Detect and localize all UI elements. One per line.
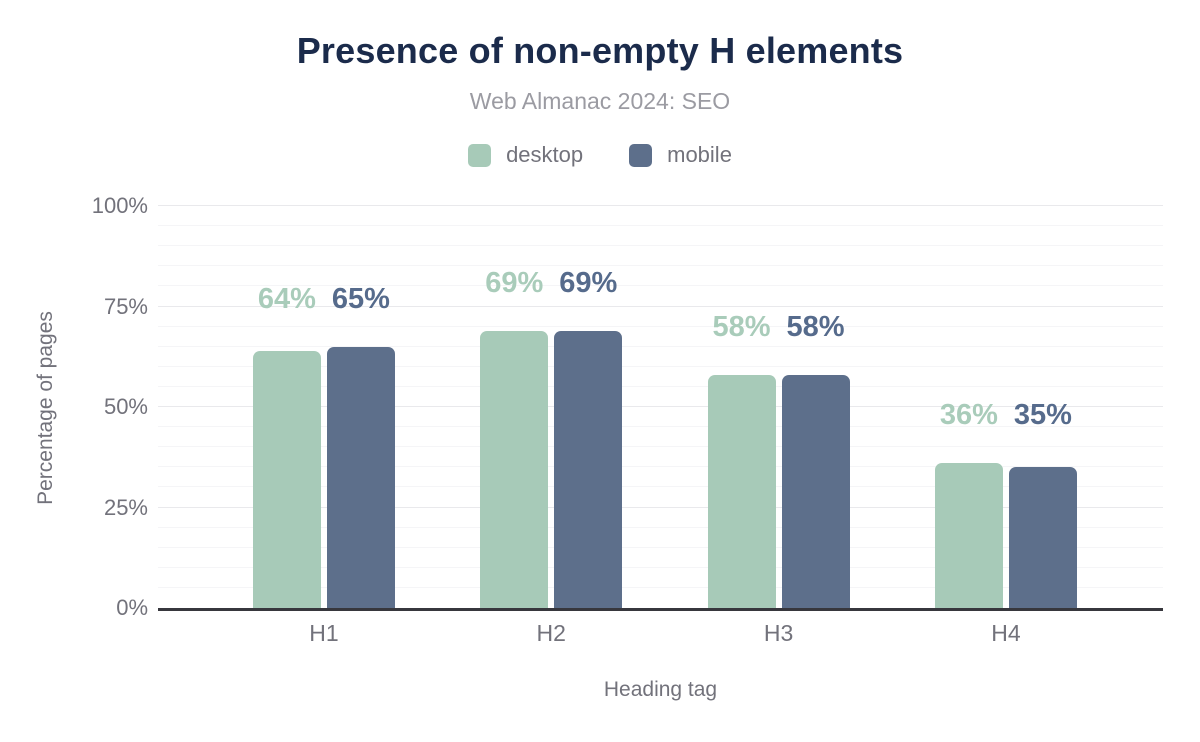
gridline-minor (158, 225, 1163, 227)
gridline-major (158, 406, 1163, 407)
x-axis-label-H2: H2 (536, 620, 566, 646)
y-tick-100%: 100% (91, 193, 148, 218)
bar-label-mobile-H3: 58% (786, 310, 845, 343)
legend-swatch-desktop (468, 143, 492, 167)
bar-label-desktop-H2: 69% (485, 266, 544, 299)
bar-label-mobile-H1: 65% (331, 282, 390, 315)
legend-item-mobile[interactable]: mobile (629, 142, 732, 168)
bar-mobile-H3[interactable] (781, 374, 850, 608)
gridline-minor (158, 446, 1163, 448)
gridline-minor (158, 245, 1163, 247)
gridline-minor (158, 586, 1163, 588)
bar-label-desktop-H3: 58% (712, 310, 771, 343)
legend-label: mobile (667, 142, 732, 167)
gridline-minor (158, 345, 1163, 347)
plot-area: 64% 65% 69% 69% 58% 58% 36% 35% (158, 205, 1163, 611)
legend-item-desktop[interactable]: desktop (468, 142, 583, 168)
x-axis-title: Heading tag (603, 678, 718, 701)
bar-label-desktop-H4: 36% (939, 399, 998, 432)
x-axis-label-H3: H3 (763, 620, 794, 646)
gridline-major (158, 305, 1163, 307)
gridline-major (158, 205, 1163, 206)
gridline-major (158, 506, 1163, 508)
legend: desktop mobile (0, 142, 1200, 168)
y-tick-0%: 0% (116, 595, 148, 620)
x-axis-label-H4: H4 (991, 620, 1021, 646)
bar-mobile-H2[interactable] (554, 330, 623, 608)
gridline-minor (158, 486, 1163, 488)
bar-desktop-H4[interactable] (934, 463, 1003, 608)
y-tick-75%: 75% (103, 293, 148, 319)
bar-desktop-H2[interactable] (480, 330, 549, 608)
bar-label-mobile-H4: 35% (1013, 399, 1072, 432)
chart-title: Presence of non-empty H elements (296, 30, 904, 71)
legend-label: desktop (506, 142, 584, 167)
gridline-minor (158, 546, 1163, 548)
x-axis-label-H1: H1 (309, 620, 339, 646)
bar-mobile-H4[interactable] (1008, 467, 1077, 608)
gridline-minor (158, 325, 1163, 327)
gridline-minor (158, 466, 1163, 468)
x-axis-category-labels: H1 H2 H3 H4 (158, 620, 1163, 650)
chart-subtitle: Web Almanac 2024: SEO (469, 88, 731, 114)
bar-label-mobile-H2: 69% (559, 266, 618, 299)
gridline-minor (158, 385, 1163, 387)
gridline-minor (158, 526, 1163, 528)
y-tick-50%: 50% (103, 394, 148, 419)
bar-label-desktop-H1: 64% (257, 282, 316, 315)
gridline-minor (158, 566, 1163, 568)
bar-desktop-H3[interactable] (707, 374, 776, 608)
legend-swatch-mobile (629, 143, 653, 167)
y-tick-25%: 25% (103, 494, 148, 520)
bar-mobile-H1[interactable] (326, 346, 395, 608)
gridline-minor (158, 426, 1163, 428)
bar-desktop-H1[interactable] (252, 350, 321, 608)
gridline-minor (158, 265, 1163, 267)
gridline-minor (158, 365, 1163, 367)
y-axis-ticks: 0% 25% 50% 75% 100% (0, 194, 148, 620)
gridline-minor (158, 285, 1163, 287)
